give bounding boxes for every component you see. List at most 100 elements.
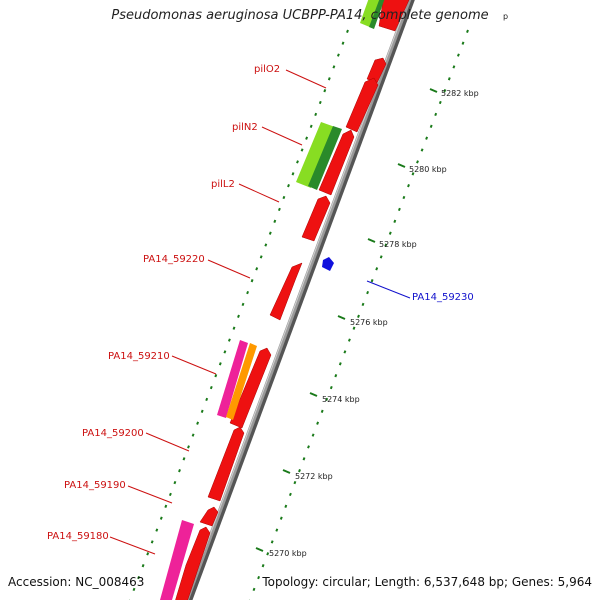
gene-arrow-pink[interactable] [160,520,194,600]
gene-arrow-dark-green[interactable] [369,0,386,29]
gene-label-pilL2[interactable]: pilL2 [211,179,235,190]
gene-arrow-orange[interactable] [226,343,257,420]
scale-dot [343,350,347,354]
connector-PA14_59190 [127,485,173,504]
gene-labels: pilO2 pilN2 pilL2 PA14_59220 PA14_59230 … [47,64,474,542]
label-connectors [109,69,411,555]
scale-dot [407,184,410,188]
scale-dot [447,77,451,81]
gene-arrow-red-reverse[interactable] [269,262,303,321]
gene-arrow-green[interactable] [296,122,335,188]
scale-dot [336,53,340,57]
scale-dot [227,338,231,342]
gene-label-PA14_59200[interactable]: PA14_59200 [82,428,144,439]
gene-label-PA14_59210[interactable]: PA14_59210 [108,351,170,362]
scale-dot [318,100,322,105]
scale-dot [309,124,313,128]
scale-dot [218,362,222,366]
connector-PA14_59180 [109,536,156,555]
scale-dot [375,267,379,271]
scale-dot [261,564,265,568]
scale-dot [332,65,336,69]
scale-tick [309,392,318,397]
gene-label-PA14_59180[interactable]: PA14_59180 [47,531,109,542]
scale-dot [366,290,370,295]
scale-dot [370,279,374,283]
scale-dot [255,267,259,271]
scale-dot [291,172,295,176]
gene-arrow-red[interactable] [345,77,379,133]
scale-dot [384,243,388,247]
scale-dot [305,136,309,140]
connector-pilN2 [261,126,303,146]
gene-arrow-red[interactable] [207,426,245,502]
backbone-shadow [185,0,415,604]
scale-dot [279,516,283,520]
gene-arrow-blue[interactable] [322,257,334,271]
scale-dot [270,540,274,544]
scale-dot [466,29,469,33]
scale-dot [252,587,256,592]
scale-dot [275,528,279,532]
scale-dot [241,302,245,307]
scale-dot [452,65,456,69]
scale-dot [434,112,438,117]
scale-dot [232,326,236,330]
gene-label-PA14_59230[interactable]: PA14_59230 [412,292,474,303]
scale-dot [347,338,351,342]
scale-tick [255,547,264,552]
scale-label: 5282 kbp [441,89,479,98]
scale-dot [397,207,401,212]
scale-dot [402,195,406,200]
scale-dot [293,480,297,485]
connector-PA14_59210 [171,355,217,375]
scale-dot [425,136,429,140]
scale-dot [327,77,331,81]
scale-dot [461,41,465,45]
gene-arrow-red[interactable] [318,129,355,196]
gene-label-pilN2[interactable]: pilN2 [232,122,258,133]
connector-PA14_59220 [207,259,251,279]
gene-arrow-pink[interactable] [217,340,248,418]
scale-dot [182,457,186,461]
scale-dot [277,207,281,212]
scale-dot [259,255,263,259]
scale-dot [287,184,290,188]
scale-tick [367,238,376,243]
scale-label: 5272 kbp [295,472,333,481]
scale-dot [284,504,288,508]
scale-dot [273,219,277,223]
gene-label-PA14_59220[interactable]: PA14_59220 [143,254,205,265]
scale-tick [337,315,346,320]
map-title: Pseudomonas aeruginosa UCBPP-PA14, compl… [111,8,489,23]
scale-dot [246,290,250,295]
scale-label: 5274 kbp [322,395,360,404]
scale-dot [411,172,415,176]
scale-dot [300,148,304,152]
gene-arrow-red[interactable] [199,506,219,527]
scale-dot [257,575,261,580]
scale-ruler: p 5282 kbp 5280 kbp 5278 kbp 5276 kbp 52… [255,12,508,558]
scale-dot [168,492,172,497]
connector-pilO2 [285,69,327,89]
gene-label-pilO2[interactable]: pilO2 [254,64,280,75]
gene-label-PA14_59190[interactable]: PA14_59190 [64,480,126,491]
gene-arrow-red[interactable] [301,195,331,242]
scale-tick [282,469,291,474]
scale-dot [334,374,338,378]
gene-arrow-dark-green[interactable] [308,126,342,190]
gene-arrow-red[interactable] [174,526,211,604]
scale-dot [205,397,209,402]
scale-dot [429,124,433,128]
gene-arrow-red[interactable] [366,57,387,84]
scale-tick [429,88,438,93]
reverse-strand-genes [160,0,386,600]
scale-dot [338,362,342,366]
genome-backbone [183,0,415,604]
scale-dot [443,89,447,93]
scale-dot [155,528,159,532]
gene-arrow-red[interactable] [378,0,410,32]
topology-text: Topology: circular; Length: 6,537,648 bp… [262,575,592,589]
